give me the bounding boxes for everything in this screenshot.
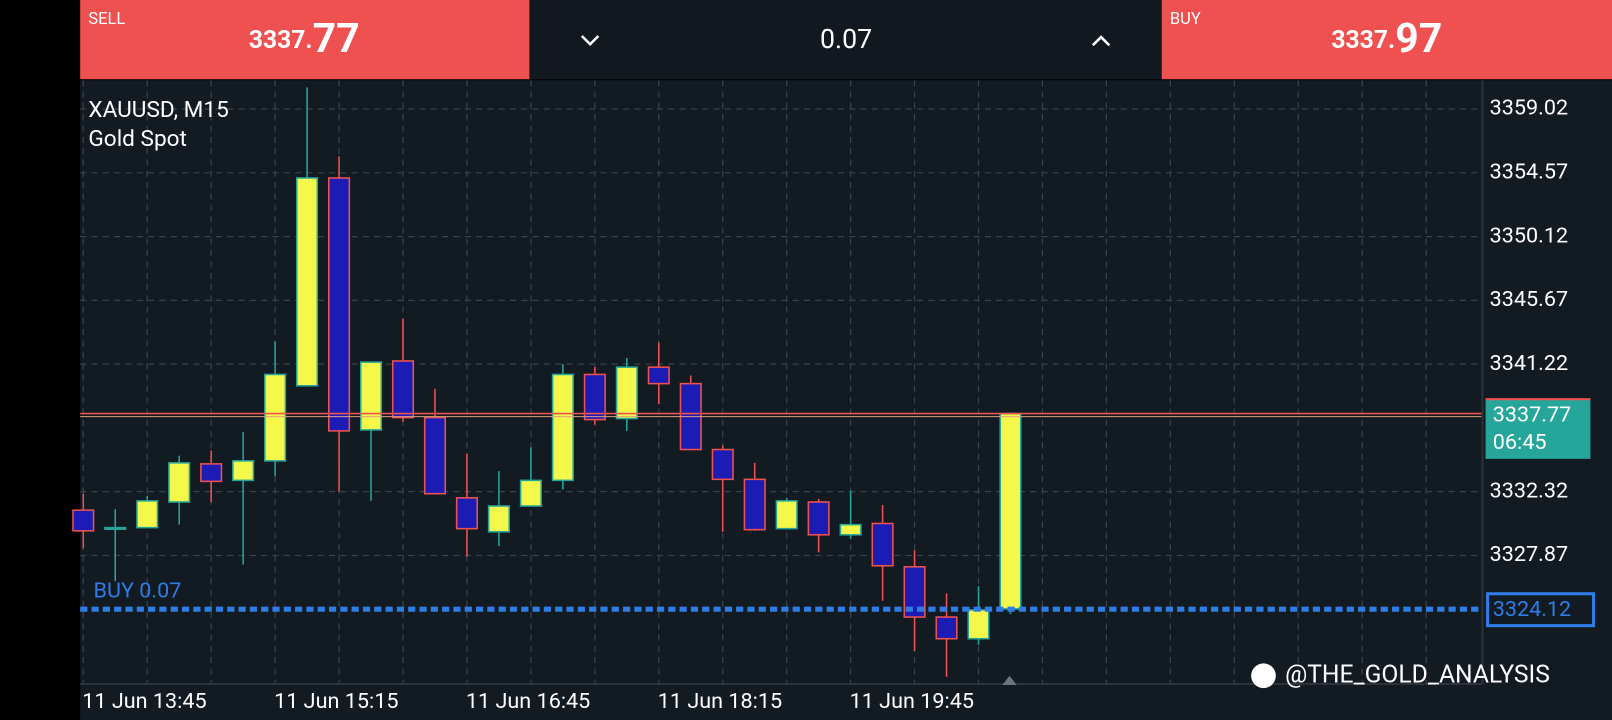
sell-label: SELL <box>88 10 125 29</box>
candle-body <box>296 177 319 387</box>
grid <box>80 80 1483 684</box>
candle-body <box>871 522 894 567</box>
candle-body <box>807 501 830 536</box>
y-tick-label: 3332.32 <box>1490 478 1568 503</box>
x-tick-label: 11 Jun 19:45 <box>850 689 974 714</box>
increase-lot[interactable] <box>1091 35 1111 47</box>
sell-button[interactable] <box>80 0 530 80</box>
position-label: BUY 0.07 <box>94 578 182 603</box>
candle-body <box>104 526 127 530</box>
price-label-box <box>1485 399 1591 459</box>
chart-title: XAUUSD, M15 <box>88 96 228 123</box>
candle-body <box>391 360 415 419</box>
candle-body <box>232 460 255 482</box>
chart-subtitle: Gold Spot <box>88 125 187 152</box>
price-main: 3337. <box>249 26 313 55</box>
y-tick-label: 3345.67 <box>1490 287 1568 312</box>
candle-body <box>168 462 191 503</box>
x-tick-label: 11 Jun 15:15 <box>274 689 398 714</box>
watermark: @THE_GOLD_ANALYSIS <box>1251 660 1550 689</box>
y-tick-label: 3354.57 <box>1490 160 1568 185</box>
candle-body <box>935 616 958 640</box>
candle-body <box>72 509 95 532</box>
buy-label: BUY <box>1170 10 1201 29</box>
candle-body <box>551 373 574 482</box>
candle-body <box>487 505 510 533</box>
y-tick-label: 3327.87 <box>1490 542 1568 567</box>
position-value-box <box>1486 592 1596 628</box>
candle-body <box>647 366 670 385</box>
plot <box>72 87 1483 677</box>
candle-body <box>743 478 766 531</box>
price-big: 77 <box>313 15 360 63</box>
candle-body <box>903 565 926 618</box>
candle-body <box>999 412 1022 610</box>
buy-price: 3337.97 <box>1331 15 1442 63</box>
lot-panel <box>529 0 1162 80</box>
price-label: 3337.77 <box>1493 402 1571 427</box>
decrease-lot[interactable] <box>580 35 600 47</box>
y-tick-label: 3341.22 <box>1490 351 1568 376</box>
candle-body <box>359 361 383 431</box>
watermark-text: @THE_GOLD_ANALYSIS <box>1285 660 1550 689</box>
x-tick-label: 11 Jun 16:45 <box>466 689 590 714</box>
scroll-marker <box>1002 675 1017 686</box>
candle-body <box>839 523 862 536</box>
y-tick-label: 3350.12 <box>1490 223 1568 248</box>
candle-body <box>583 373 606 421</box>
candle-body <box>615 366 638 420</box>
price-main: 3337. <box>1331 26 1395 55</box>
chart-area <box>80 80 1612 720</box>
candle-body <box>455 497 478 530</box>
candle-body <box>775 500 798 530</box>
x-tick-label: 11 Jun 18:15 <box>658 689 782 714</box>
price-big: 97 <box>1395 15 1442 63</box>
x-tick-label: 11 Jun 13:45 <box>82 689 206 714</box>
candle-body <box>423 416 447 495</box>
y-tick-label: 3359.02 <box>1490 96 1568 121</box>
buy-button[interactable] <box>1161 0 1612 80</box>
candle-body <box>200 463 223 483</box>
lot-size[interactable]: 0.07 <box>820 23 872 55</box>
candle-body <box>967 609 990 640</box>
position-value: 3324.12 <box>1493 597 1571 622</box>
candle-body <box>519 479 542 507</box>
candle-body <box>264 373 287 462</box>
price-time: 06:45 <box>1493 430 1547 455</box>
candle-body <box>711 448 734 481</box>
sell-price: 3337.77 <box>249 15 360 63</box>
candle-body <box>136 500 159 529</box>
facebook-icon <box>1251 663 1276 689</box>
candle-body <box>328 177 351 432</box>
